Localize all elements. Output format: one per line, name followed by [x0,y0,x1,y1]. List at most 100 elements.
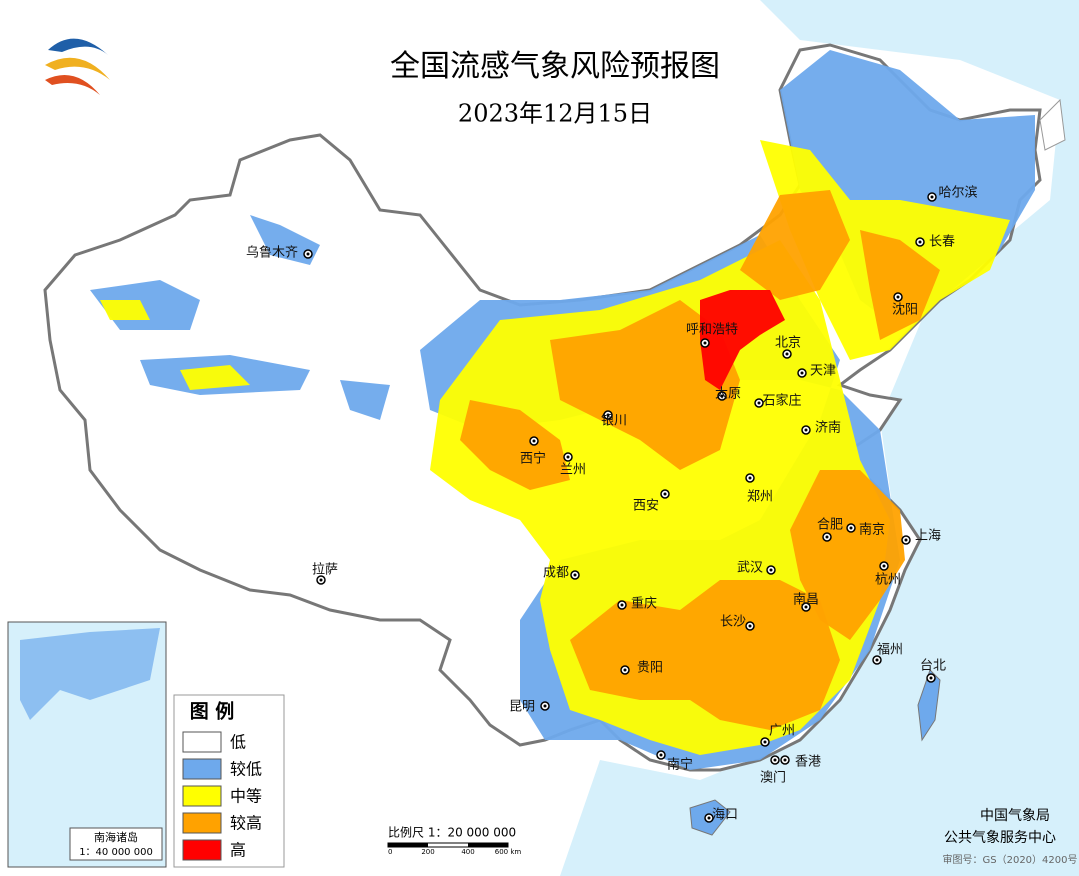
scale-bar: 比例尺 1：20 000 000 0 200 400 600 km [387,826,522,856]
risk-region [460,400,570,490]
city-dot-center [757,401,761,405]
city-label: 上海 [915,529,941,544]
logo-arc [45,75,100,95]
city-dot-center [532,439,536,443]
scale-rect [388,843,428,847]
inset-label-box [69,827,163,861]
city-label: 福州 [877,643,903,658]
city-dot-center [930,195,934,199]
legend-label: 中等 [230,787,262,806]
city-label: 杭州 [875,573,901,588]
city-dot-center [804,605,808,609]
risk-region [860,230,940,340]
city-dot-center [763,740,767,744]
city-dot-center [825,535,829,539]
city-dot-center [783,758,787,762]
risk-region [740,190,850,300]
risk-region [790,470,905,640]
map-regions [43,43,1066,836]
city-label: 长春 [929,235,955,250]
city-dot-center [306,252,310,256]
legend-label: 较高 [230,814,262,833]
city-label: 南昌 [793,592,819,608]
logo [45,38,110,95]
footer-center: 公共气象服务中心 [944,830,1056,846]
city-label: 海口 [712,808,738,823]
city-label: 济南 [815,420,841,436]
city-label: 银川 [601,414,627,429]
legend-label: 较低 [230,760,262,779]
risk-region [100,300,250,390]
city-dot-center [659,753,663,757]
legend-swatch [182,839,222,861]
legend-title: 图 例 [190,700,235,723]
city-label: 合肥 [817,518,843,533]
risk-region [90,215,390,420]
island-sakhalin [1039,98,1066,151]
city-label: 兰州 [560,463,586,478]
city-label: 台北 [920,659,946,674]
city-label: 沈阳 [892,303,918,318]
city-label: 西宁 [520,451,546,467]
date: 2023年12月15日 [458,100,652,128]
city-label: 南宁 [667,757,693,773]
city-dot-center [663,492,667,496]
city-label: 贵阳 [637,661,663,676]
scale-tick-label: 200 [421,848,434,856]
risk-region [700,290,785,390]
city-label: 石家庄 [762,393,801,409]
city-dot-center [918,240,922,244]
legend-frame [173,694,285,868]
city-label: 成都 [543,566,569,581]
city-dot-center [800,371,804,375]
city-label: 广州 [769,724,795,739]
city-label: 香港 [795,755,821,770]
inset-land [20,628,160,720]
city-label: 昆明 [509,700,535,715]
sea [560,0,1079,876]
city-label: 武汉 [737,561,763,576]
title: 全国流感气象风险预报图 [390,49,720,84]
city-label: 西安 [633,499,659,514]
taiwan [917,669,941,742]
city-dot-center [773,758,777,762]
scale-tick-label: 0 [388,848,392,856]
inset-scale: 1：40 000 000 [79,847,153,858]
city-dot-center [769,568,773,572]
footer-review: 审图号：GS（2020）4200号 [943,853,1078,866]
city-label: 重庆 [631,596,657,612]
scale-tick-label: 600 km [495,848,522,856]
legend-swatch [182,812,222,834]
city-dot-center [606,413,610,417]
city-dot-center [543,704,547,708]
scale-tick-label: 400 [461,848,474,856]
scale-rect [468,843,508,847]
city-label: 乌鲁木齐 [246,245,298,261]
inset-title: 南海诸岛 [94,830,138,844]
city-label: 南京 [859,522,885,538]
city-dot-center [623,668,627,672]
city-dot-center [573,573,577,577]
city-dot-center [703,341,707,345]
city-dot-center [904,538,908,542]
city-label: 太原 [715,387,741,402]
scale-label: 比例尺 1：20 000 000 [388,826,516,840]
city-dot-center [620,603,624,607]
city-dot-center [748,476,752,480]
legend-label: 低 [230,733,246,752]
legend-swatch [182,758,222,780]
footer-org: 中国气象局 [980,808,1050,824]
city-dot-center [785,352,789,356]
city-label: 天津 [810,364,836,379]
city-dot-center [896,295,900,299]
risk-region [570,580,840,730]
city-label: 郑州 [747,490,773,505]
city-label: 呼和浩特 [686,323,738,338]
city-dot-center [566,455,570,459]
city-dot-center [882,564,886,568]
legend-swatch [182,785,222,807]
legend-swatch [182,731,222,753]
city-dot-center [875,658,879,662]
